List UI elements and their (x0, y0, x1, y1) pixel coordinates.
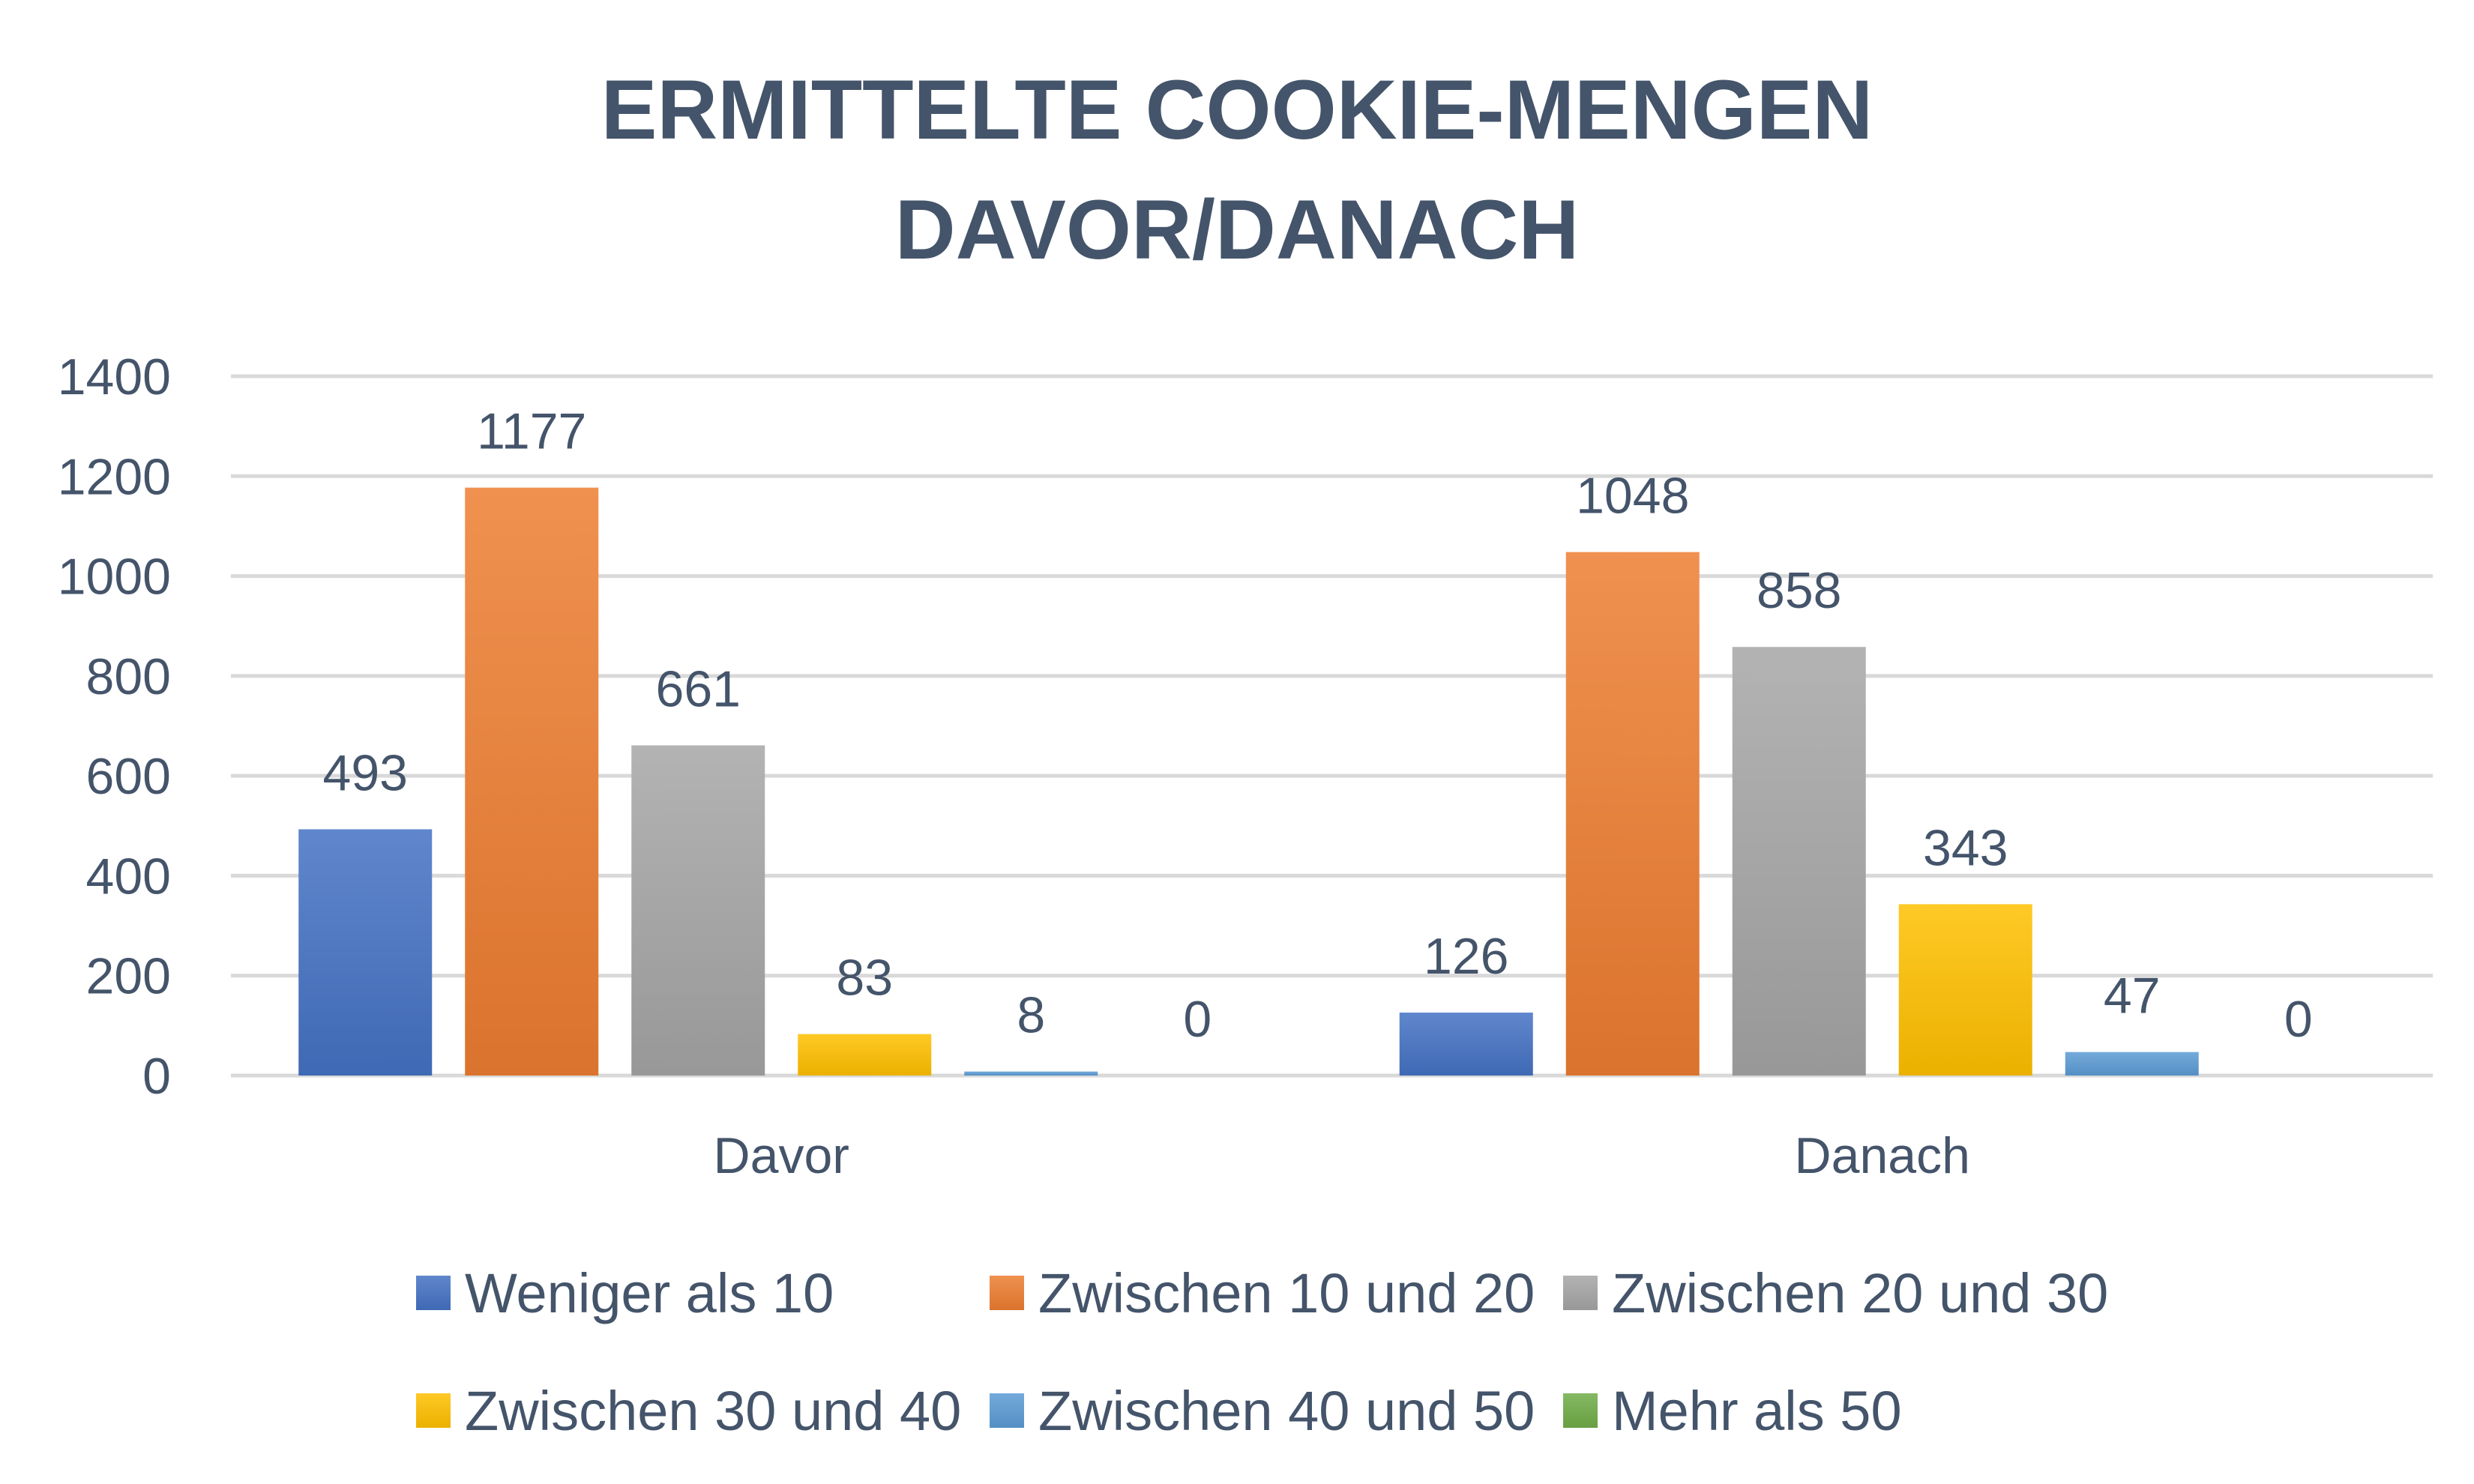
data-label: 343 (1923, 819, 2008, 876)
x-axis: Davor Danach (714, 1127, 1970, 1184)
y-axis: 0 200 400 600 800 1000 1200 1400 (58, 349, 171, 1105)
data-label: 1177 (477, 403, 586, 460)
legend: Weniger als 10 Zwischen 10 und 20 Zwischen… (416, 1262, 2108, 1442)
legend-swatch (416, 1393, 451, 1428)
data-label: 493 (323, 744, 408, 801)
legend-swatch (990, 1393, 1024, 1428)
legend-label: Zwischen 10 und 20 (1038, 1262, 1535, 1324)
data-label: 47 (2104, 968, 2161, 1025)
bar (465, 487, 599, 1076)
bar (631, 745, 765, 1076)
legend-label: Zwischen 20 und 30 (1612, 1262, 2108, 1324)
y-tick-label: 1400 (58, 349, 171, 405)
y-tick-label: 400 (86, 848, 171, 905)
legend-label: Zwischen 40 und 50 (1038, 1380, 1535, 1442)
bars (298, 487, 2199, 1076)
legend-item: Mehr als 50 (1563, 1380, 1902, 1442)
legend-label: Zwischen 30 und 40 (465, 1380, 961, 1442)
bar (1732, 647, 1866, 1076)
legend-label: Weniger als 10 (465, 1262, 834, 1324)
legend-label: Mehr als 50 (1612, 1380, 1902, 1442)
data-label: 0 (1183, 991, 1212, 1048)
bar (1898, 904, 2032, 1076)
legend-swatch (990, 1276, 1024, 1310)
legend-item: Zwischen 20 und 30 (1563, 1262, 2108, 1324)
data-label: 858 (1757, 562, 1841, 619)
legend-item: Zwischen 10 und 20 (990, 1262, 1535, 1324)
data-label: 1048 (1576, 468, 1689, 525)
bar (1399, 1013, 1533, 1076)
legend-item: Weniger als 10 (416, 1262, 834, 1324)
x-category-label: Danach (1795, 1127, 1970, 1184)
bar (298, 829, 433, 1076)
bar (1565, 552, 1700, 1076)
bar (2065, 1052, 2199, 1076)
data-label: 0 (2284, 991, 2313, 1048)
legend-item: Zwischen 30 und 40 (416, 1380, 961, 1442)
legend-item: Zwischen 40 und 50 (990, 1380, 1535, 1442)
y-tick-label: 800 (86, 648, 171, 705)
legend-swatch (416, 1276, 451, 1310)
y-tick-label: 600 (86, 748, 171, 805)
bar (798, 1034, 932, 1076)
y-tick-label: 1000 (58, 549, 171, 606)
data-label: 83 (836, 950, 893, 1007)
legend-swatch (1563, 1276, 1598, 1310)
chart-title-line-1: ERMITTELTE COOKIE-MENGEN (601, 63, 1873, 157)
data-labels: 493 1177 661 83 8 0 126 1048 858 343 47 0 (323, 403, 2313, 1048)
data-label: 661 (656, 660, 741, 717)
y-tick-label: 1200 (58, 448, 171, 505)
y-tick-label: 0 (142, 1048, 171, 1105)
chart-title-line-2: DAVOR/DANACH (895, 183, 1580, 277)
x-category-label: Davor (714, 1127, 849, 1184)
y-tick-label: 200 (86, 948, 171, 1005)
data-label: 126 (1424, 928, 1508, 985)
data-label: 8 (1017, 987, 1045, 1044)
legend-swatch (1563, 1393, 1598, 1428)
bar (964, 1071, 1098, 1076)
